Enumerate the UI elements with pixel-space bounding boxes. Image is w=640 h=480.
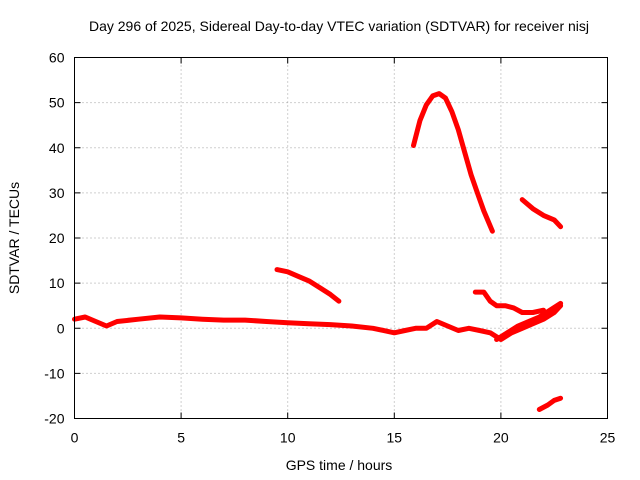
y-tick-label: -10 [44, 365, 64, 381]
y-tick-label: 20 [49, 230, 65, 246]
x-tick-label: 0 [71, 430, 79, 446]
grid-layer [74, 57, 608, 419]
y-tick-label: 10 [49, 275, 65, 291]
x-tick-label: 10 [280, 430, 296, 446]
x-axis-label: GPS time / hours [286, 457, 393, 473]
x-tick-label: 20 [493, 430, 509, 446]
y-axis-label: SDTVAR / TECUs [6, 182, 22, 294]
series-arc-6 [536, 395, 564, 412]
series-arc-4 [494, 300, 564, 342]
y-tick-label: 60 [49, 50, 65, 66]
y-tick-label: 40 [49, 140, 65, 156]
plot-frame [74, 57, 608, 419]
x-tick-label: 5 [177, 430, 185, 446]
series-arc-1 [274, 267, 342, 304]
y-tick-label: 0 [57, 320, 65, 336]
y-tick-label: 50 [49, 95, 65, 111]
y-tick-label: -20 [44, 411, 64, 427]
series-arc-2 [411, 91, 495, 234]
x-tick-label: 25 [600, 430, 616, 446]
chart-title: Day 296 of 2025, Sidereal Day-to-day VTE… [89, 18, 589, 34]
y-tick-label: 30 [49, 185, 65, 201]
series-baseline [72, 303, 564, 342]
series-arc-5 [519, 197, 564, 230]
tick-layer: 0 5 10 15 20 25 -20 -10 0 10 20 30 40 50 60 [44, 50, 615, 446]
series-arc-3 [472, 289, 546, 315]
x-tick-label: 15 [387, 430, 403, 446]
series-layer [72, 91, 564, 412]
